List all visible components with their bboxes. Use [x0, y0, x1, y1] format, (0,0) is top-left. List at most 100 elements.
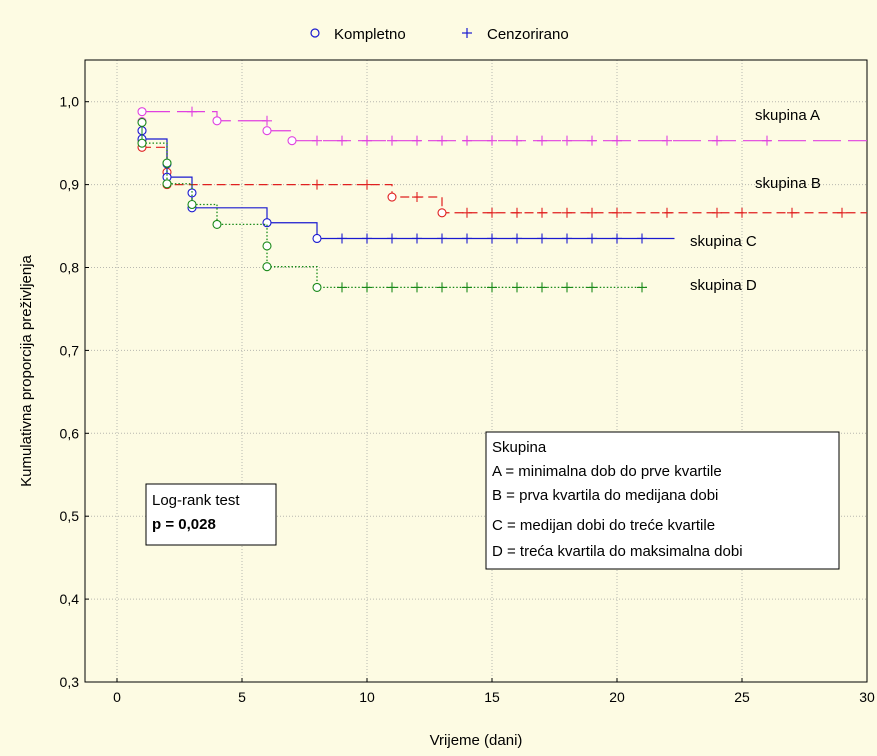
censored-marker	[562, 207, 572, 218]
complete-marker	[312, 233, 322, 244]
censored-marker	[387, 233, 397, 244]
y-tick-label: 0,8	[60, 260, 80, 276]
censored-marker	[637, 282, 647, 293]
censored-marker	[387, 135, 397, 146]
group-key-annotation: Skupina A = minimalna dob do prve kvarti…	[485, 431, 840, 570]
censored-marker	[487, 207, 497, 218]
censored-marker	[462, 135, 472, 146]
x-tick-label: 20	[609, 689, 625, 705]
survival-curve	[142, 138, 675, 240]
censored-marker	[362, 135, 372, 146]
complete-marker	[162, 179, 172, 189]
complete-marker	[287, 136, 297, 146]
complete-marker	[137, 107, 147, 117]
censored-marker	[437, 233, 447, 244]
x-axis-label: Vrijeme (dani)	[430, 732, 523, 749]
y-tick-label: 0,5	[60, 508, 80, 524]
y-tick-label: 0,6	[60, 425, 80, 441]
censored-marker	[587, 282, 597, 293]
group-key-line-c: C = medijan dobi do treće kvartile	[492, 517, 715, 534]
group-key-title: Skupina	[492, 439, 547, 456]
x-tick-label: 10	[359, 689, 375, 705]
censored-marker	[787, 207, 797, 218]
axis-ticks: 0 5 10 15 20 25 30 0,3 0,4 0,5 0,6 0,7 0,8 0,9 1,0	[60, 94, 875, 705]
complete-marker	[162, 158, 172, 168]
censored-marker	[512, 233, 522, 244]
censored-marker	[462, 282, 472, 293]
series-label: skupina A	[755, 107, 820, 124]
censored-marker	[537, 282, 547, 293]
censored-marker	[362, 233, 372, 244]
censored-marker	[412, 192, 422, 203]
censored-marker	[437, 282, 447, 293]
censored-marker	[662, 135, 672, 146]
censored-marker	[187, 106, 197, 117]
y-tick-label: 0,7	[60, 342, 80, 358]
censored-marker	[562, 135, 572, 146]
censored-marker	[537, 207, 547, 218]
censored-marker	[437, 135, 447, 146]
censored-marker	[537, 135, 547, 146]
complete-marker	[212, 116, 222, 126]
censored-marker	[512, 207, 522, 218]
censored-marker	[487, 282, 497, 293]
legend-censored-label: Cenzorirano	[487, 26, 569, 43]
censored-marker	[737, 207, 747, 218]
censored-marker	[837, 207, 847, 218]
series-skupina-d: skupina D	[137, 117, 757, 294]
censored-marker	[612, 135, 622, 146]
y-tick-label: 1,0	[60, 94, 80, 110]
censored-marker	[337, 233, 347, 244]
legend: Kompletno Cenzorirano	[310, 26, 569, 43]
complete-marker	[437, 208, 447, 218]
series-layer: skupina A skupina B skupina C skupina D	[137, 106, 867, 294]
complete-marker	[262, 262, 272, 272]
x-tick-label: 30	[859, 689, 875, 705]
logrank-title: Log-rank test	[152, 492, 240, 509]
censored-marker	[537, 233, 547, 244]
censored-marker	[362, 282, 372, 293]
series-label: skupina B	[755, 175, 821, 192]
y-axis-label: Kumulativna proporcija preživljenja	[18, 254, 35, 486]
censored-marker	[512, 135, 522, 146]
censored-marker	[262, 115, 272, 126]
survival-curve	[142, 142, 647, 289]
legend-complete-label: Kompletno	[334, 26, 406, 43]
censored-marker	[462, 207, 472, 218]
censored-marker	[312, 135, 322, 146]
grid	[85, 60, 867, 682]
group-key-line-d: D = treća kvartila do maksimalna dobi	[492, 543, 743, 560]
x-tick-label: 25	[734, 689, 750, 705]
complete-marker	[212, 219, 222, 229]
censored-marker	[487, 135, 497, 146]
series-skupina-a: skupina A	[137, 106, 867, 146]
logrank-annotation: Log-rank test p = 0,028	[145, 483, 277, 546]
x-tick-label: 15	[484, 689, 500, 705]
x-tick-label: 0	[113, 689, 121, 705]
censored-marker	[337, 135, 347, 146]
legend-plus-icon	[462, 28, 472, 38]
group-key-line-a: A = minimalna dob do prve kvartile	[492, 463, 722, 480]
censored-marker	[587, 207, 597, 218]
censored-marker	[387, 282, 397, 293]
censored-marker	[362, 179, 372, 190]
censored-marker	[412, 135, 422, 146]
logrank-p-value: p = 0,028	[152, 516, 216, 533]
plot-frame	[84, 59, 868, 683]
censored-marker	[712, 135, 722, 146]
series-label: skupina C	[690, 233, 757, 250]
censored-marker	[412, 233, 422, 244]
x-tick-label: 5	[238, 689, 246, 705]
legend-circle-icon	[310, 28, 320, 38]
complete-marker	[187, 199, 197, 210]
complete-marker	[262, 126, 272, 136]
censored-marker	[562, 233, 572, 244]
complete-marker	[312, 282, 322, 292]
censored-marker	[487, 233, 497, 244]
y-tick-label: 0,4	[60, 591, 80, 607]
complete-marker	[137, 138, 147, 148]
censored-marker	[662, 207, 672, 218]
censored-marker	[587, 135, 597, 146]
censored-marker	[412, 282, 422, 293]
